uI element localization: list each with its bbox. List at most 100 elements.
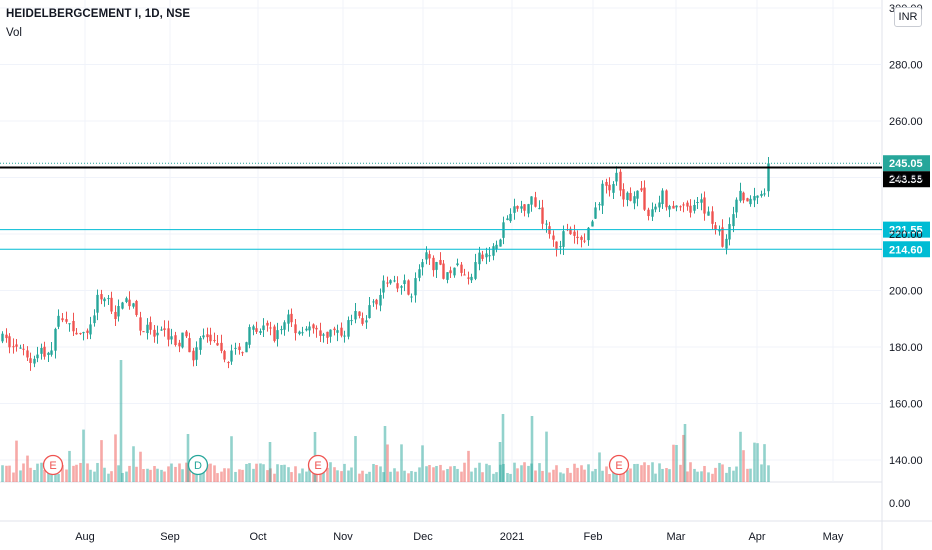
volume-bar [651,462,654,482]
volume-bar [555,465,558,482]
candle-body [693,204,696,211]
candle-body [728,224,731,240]
candle-body [400,286,403,288]
candle-body [347,320,350,337]
candle-body [5,334,8,339]
volume-bar [227,468,230,482]
candle-body [12,346,15,348]
candle-body [626,192,629,200]
candle-body [100,294,103,300]
volume-bar [400,444,403,482]
candle-body [57,315,60,327]
candle-body [449,270,452,274]
volume-bar [520,465,523,482]
volume-legend[interactable]: Vol [6,27,22,39]
volume-bar [432,467,435,482]
candle-body [238,346,241,351]
volume-bar [516,468,519,482]
volume-bar [220,471,223,482]
volume-bar [746,468,749,482]
candle-body [605,181,608,186]
candle-body [128,299,131,307]
price-tick-label: 280.00 [889,60,923,72]
volume-bar [103,467,106,482]
volume-bar [259,463,262,482]
volume-bar [683,424,687,482]
candle-body [107,298,110,300]
volume-bar [132,446,135,482]
volume-bar [178,463,181,482]
volume-bar [534,470,537,482]
volume-bar [453,466,456,482]
volume-bar [110,471,113,482]
candle-body [266,322,269,326]
earnings-marker [307,454,329,476]
level-label-box [883,221,930,238]
volume-bar [382,472,385,482]
volume-bar [672,444,675,482]
volume-tick-label: 0.00 [889,498,910,510]
level-label: 221.55 [889,225,923,237]
candle-body [308,326,311,331]
candle-body [181,332,184,348]
candle-body [753,196,756,201]
candle-body [79,333,82,335]
candle-body [576,236,579,239]
candle-body [523,204,526,211]
candle-body [40,347,43,354]
volume-bar [61,465,64,482]
candle-body [382,280,385,293]
candle-body [93,315,96,324]
volume-bar [439,464,442,482]
candle-body [72,320,75,332]
volume-bar [668,469,671,482]
volume-bar [100,440,103,482]
time-tick-label: Apr [748,531,765,543]
volume-bar [538,463,541,482]
candle-body [319,330,322,336]
level-label: 243.55 [889,174,923,186]
candle-body [252,326,255,330]
candle-body [365,320,368,323]
volume-bar [107,473,110,482]
currency-button[interactable]: INR [894,7,922,27]
volume-bar [266,470,269,482]
candle-body [587,227,590,241]
volume-bar [643,462,646,482]
candle-body [241,352,244,354]
candle-body [665,190,668,208]
volume-bar [245,463,248,482]
symbol-title[interactable]: HEIDELBERGCEMENT I, 1D, NSE [6,8,191,20]
candle-body [86,330,89,333]
time-tick-label: Dec [413,531,433,543]
volume-bar [5,465,8,482]
candle-body [527,204,530,214]
volume-bar [234,471,237,482]
candle-body [350,320,353,322]
time-tick-label: Aug [75,531,95,543]
earnings-marker [42,454,64,476]
volume-bar [347,470,350,482]
candle-body [711,211,714,224]
candle-body [700,199,703,203]
volume-bar [365,473,368,482]
volume-bar [206,464,209,482]
candle-body [538,208,541,210]
volume-bar [135,466,138,482]
candle-body [594,207,597,219]
candle-body [418,269,421,278]
volume-bar [96,462,99,482]
candles [1,157,770,371]
volume-bar [626,470,629,482]
candle-body [245,342,248,353]
volume-bar [580,465,583,482]
volume-bar [753,442,756,482]
candle-body [170,336,173,340]
candle-body [633,196,636,204]
candle-body [591,221,594,227]
price-tick-label: 240.00 [889,173,923,185]
volume-bar [767,465,770,482]
volume-bar [647,465,650,482]
